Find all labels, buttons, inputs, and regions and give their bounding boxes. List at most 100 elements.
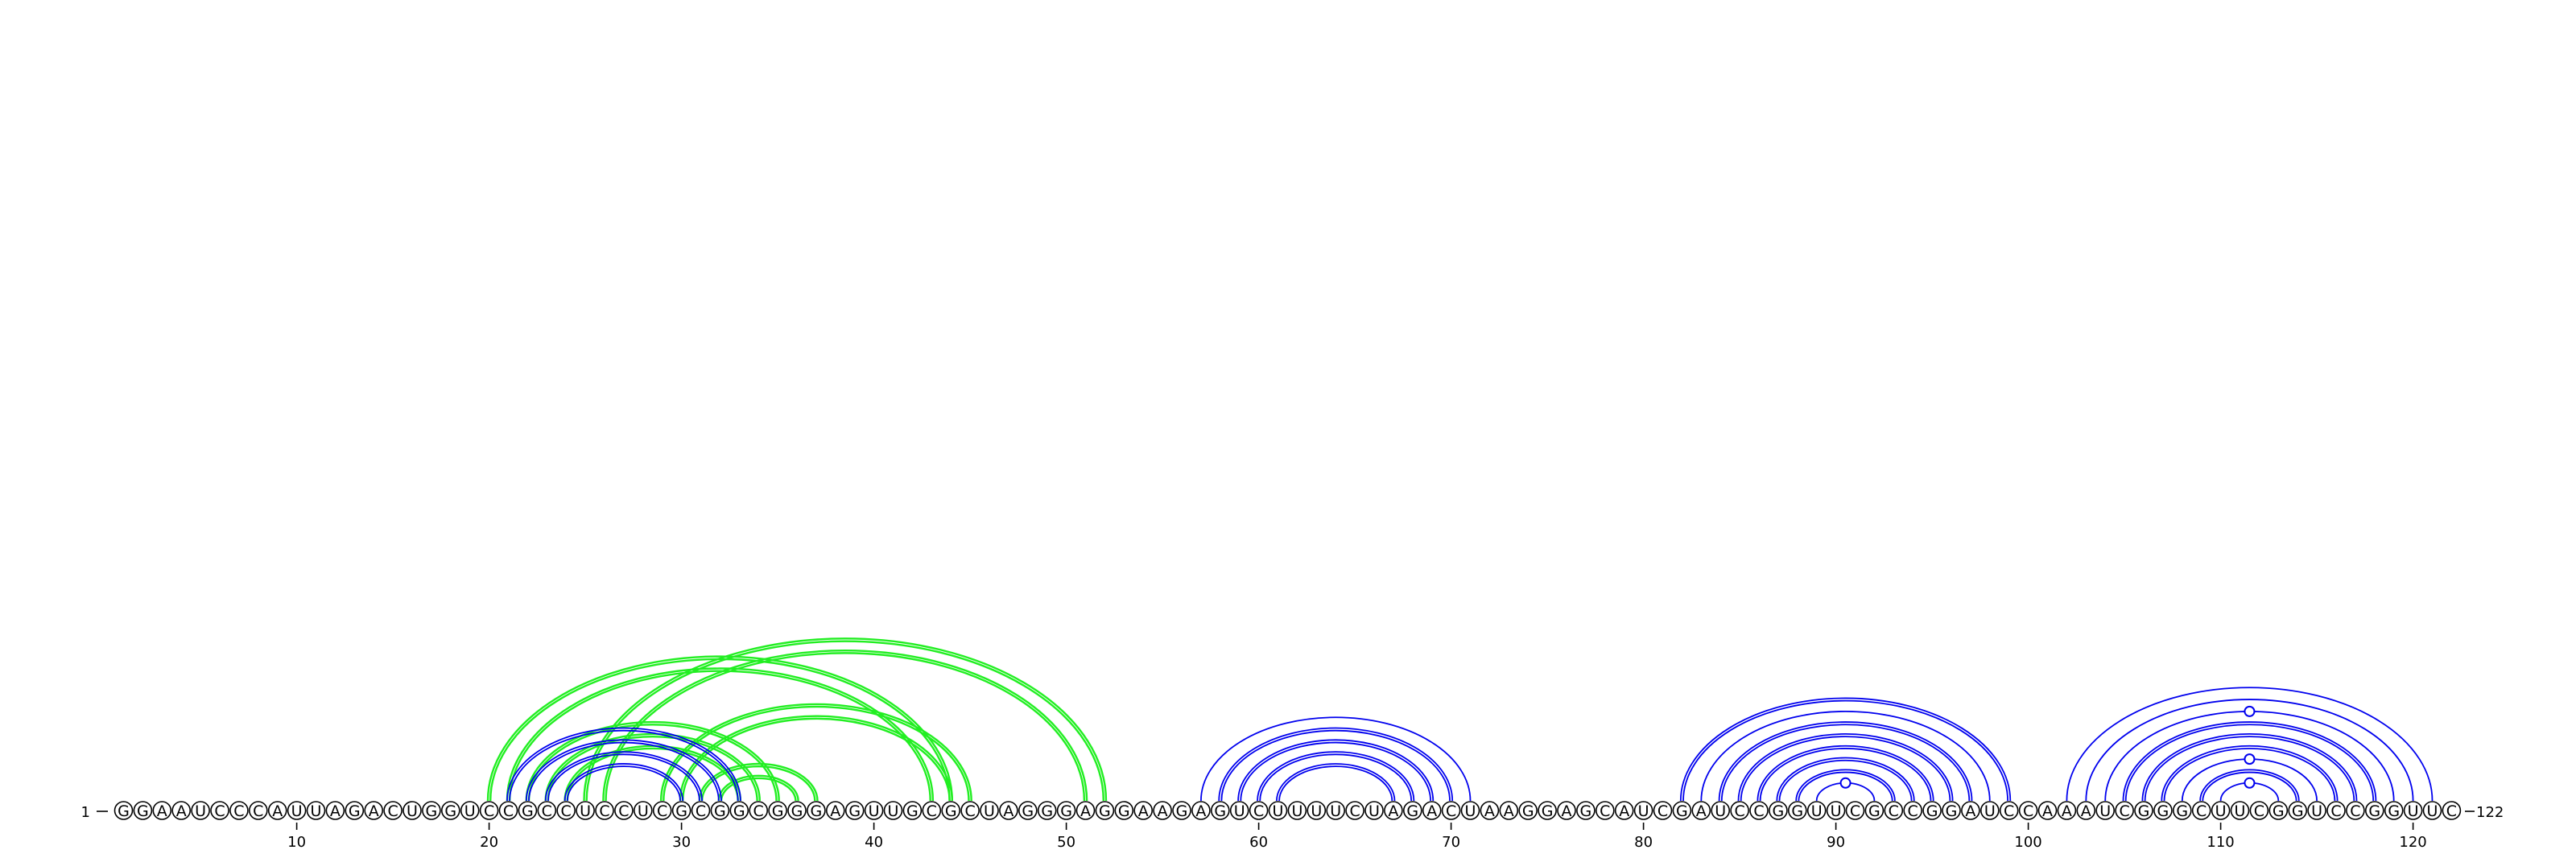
nucleotide-letter: A xyxy=(1484,802,1495,820)
nucleotide-circle xyxy=(1499,801,1519,820)
nucleotide-letter: C xyxy=(542,802,552,820)
base-pair-arc xyxy=(544,751,703,802)
nucleotide: A xyxy=(1153,801,1172,820)
arc-stroke xyxy=(547,753,700,802)
nucleotide: A xyxy=(1961,801,1980,820)
base-pair-arc xyxy=(2219,777,2280,802)
nucleotide: C xyxy=(1249,801,1269,820)
nucleotide-letter: A xyxy=(1195,802,1206,820)
start-index-label: 1 xyxy=(81,804,90,821)
nucleotide: A xyxy=(364,801,384,820)
nucleotide-letter: G xyxy=(675,802,687,820)
nucleotide: G xyxy=(1576,801,1596,820)
nucleotide-circle xyxy=(498,801,518,820)
nucleotide-letter: G xyxy=(118,802,130,820)
base-pair-arc xyxy=(544,732,761,802)
nucleotide-letter: C xyxy=(599,802,609,820)
arc-stroke xyxy=(700,765,816,802)
nucleotide-circle xyxy=(479,801,499,820)
nucleotide-letter: U xyxy=(1984,802,1996,820)
arc-stroke xyxy=(2161,745,2339,802)
nucleotide-circle xyxy=(1114,801,1134,820)
nucleotide: U xyxy=(460,801,480,820)
nucleotide: C xyxy=(2346,801,2365,820)
nucleotide: C xyxy=(2249,801,2269,820)
nucleotide: C xyxy=(537,801,557,820)
arc-stroke xyxy=(1795,769,1896,802)
nucleotide-letter: U xyxy=(2427,802,2438,820)
nucleotide-circle xyxy=(729,801,749,820)
nucleotide-circle xyxy=(1172,801,1191,820)
nucleotide-circle xyxy=(749,801,769,820)
arc-stroke xyxy=(679,715,953,802)
nucleotide-circle xyxy=(1557,801,1576,820)
nucleotide-letter: G xyxy=(906,802,919,820)
arc-stroke xyxy=(585,640,1104,802)
arc-stroke xyxy=(1682,699,2008,802)
nucleotide-circle xyxy=(1942,801,1961,820)
nucleotide-circle xyxy=(2057,801,2077,820)
tick-label: 100 xyxy=(2014,834,2041,851)
arc-marker xyxy=(2244,777,2256,789)
arc-stroke xyxy=(1776,757,1915,802)
arc-stroke xyxy=(659,703,972,802)
nucleotide-letter: A xyxy=(1158,802,1168,820)
nucleotide-letter: C xyxy=(1908,802,1918,820)
nucleotide-circle xyxy=(633,801,653,820)
base-pair-arc xyxy=(1700,711,1991,802)
arc-stroke xyxy=(547,735,758,802)
arc-stroke xyxy=(602,649,1088,802)
nucleotide-circle xyxy=(1826,801,1846,820)
nucleotide-circle xyxy=(1576,801,1596,820)
nucleotide-circle xyxy=(2326,801,2346,820)
nucleotide-circle xyxy=(2173,801,2192,820)
nucleotide-circle xyxy=(1460,801,1480,820)
nucleotide-letter: G xyxy=(1041,802,1053,820)
nucleotide-circle xyxy=(2018,801,2038,820)
nucleotide: C xyxy=(479,801,499,820)
nucleotide: G xyxy=(114,801,134,820)
nucleotide-letter: U xyxy=(1273,802,1284,820)
nucleotide: U xyxy=(864,801,884,820)
nucleotide: G xyxy=(2384,801,2404,820)
tick-label: 30 xyxy=(672,834,691,851)
base-pair-arc xyxy=(2104,705,2395,802)
nucleotide-circle xyxy=(2288,801,2307,820)
arc-stroke xyxy=(509,729,739,802)
nucleotide-letter: C xyxy=(927,802,937,820)
nucleotide: U xyxy=(1460,801,1480,820)
base-pair-arc xyxy=(1737,733,1954,802)
nucleotide: C xyxy=(960,801,980,820)
nucleotide-circle xyxy=(1922,801,1942,820)
nucleotide: U xyxy=(1326,801,1345,820)
arc-stroke xyxy=(1218,727,1454,802)
arc-stroke xyxy=(528,741,720,802)
nucleotide-circle xyxy=(864,801,884,820)
nucleotide-letter: C xyxy=(1734,802,1744,820)
nucleotide: G xyxy=(844,801,865,820)
nucleotide-circle xyxy=(422,801,441,820)
base-pair-arc xyxy=(1776,757,1915,802)
arc-stroke xyxy=(1200,716,1472,802)
nucleotide: G xyxy=(345,801,365,820)
arc-stroke xyxy=(489,658,951,802)
nucleotide: A xyxy=(1422,801,1442,820)
arc-stroke xyxy=(506,727,741,802)
arc-stroke xyxy=(583,637,1108,802)
nucleotide-letter: G xyxy=(1926,802,1938,820)
nucleotide-circle xyxy=(902,801,923,820)
arc-stroke xyxy=(1679,697,2012,802)
nucleotide: U xyxy=(1364,801,1384,820)
nucleotide: C xyxy=(383,801,402,820)
tick-label: 10 xyxy=(287,834,306,851)
nucleotide: G xyxy=(440,801,460,820)
nucleotide-circle xyxy=(768,801,787,820)
nucleotide-circle xyxy=(1095,801,1115,820)
nucleotide-circle xyxy=(306,801,326,820)
nucleotide-circle xyxy=(267,801,287,820)
arc-stroke xyxy=(1737,733,1954,802)
nucleotide: C xyxy=(1884,801,1904,820)
nucleotide: G xyxy=(422,801,441,820)
arc-stroke xyxy=(2163,748,2336,802)
